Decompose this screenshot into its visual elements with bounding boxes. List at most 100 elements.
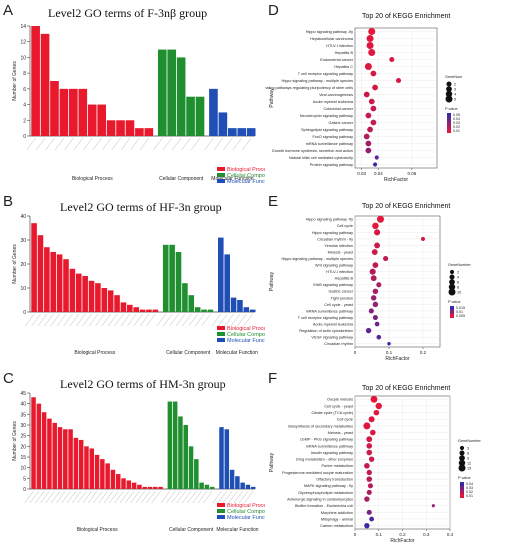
x-tick-label: 0.2 (420, 350, 427, 355)
y-tick-label: 20 (20, 444, 26, 450)
data-point (369, 516, 375, 522)
pathway-label: Protein signaling pathway (310, 163, 353, 167)
color-legend-swatch (450, 306, 454, 310)
x-tick-label: 0 (354, 532, 357, 537)
data-point (363, 422, 371, 430)
size-legend-label: 2 (454, 83, 456, 87)
y-tick-label: 2 (23, 118, 26, 124)
pathway-label: Mitophagy - animal (321, 517, 353, 521)
bar (57, 427, 63, 489)
x-category-tick (64, 137, 74, 151)
chart-a-title: Level2 GO terms of F-3nβ group (48, 6, 208, 20)
x-category-tick (172, 137, 182, 151)
color-legend-label: 0.04 (466, 482, 473, 486)
pathway-label: Morphine addiction (321, 511, 353, 515)
size-legend-label: 4 (457, 276, 459, 280)
pathway-label: mRNA surveillance pathway (306, 444, 353, 448)
size-legend-label: 12 (467, 462, 471, 466)
bar (227, 128, 237, 136)
legend-swatch (217, 515, 225, 519)
size-legend-dot (448, 288, 456, 296)
bar (237, 300, 243, 312)
size-legend-label: 6 (467, 452, 469, 456)
data-point (368, 308, 374, 314)
bar (120, 302, 127, 312)
pathway-label: Circadian rhythm - fly (317, 237, 353, 241)
size-legend-title: GeneNum (445, 75, 462, 79)
y-tick-label: 0 (23, 134, 26, 140)
data-point (365, 147, 372, 154)
pathway-label: Progesterone-mediated oocyte maturation (282, 471, 353, 475)
bar (107, 290, 114, 312)
data-point (387, 342, 391, 346)
pathway-label: Cell cycle - yeast (324, 404, 354, 408)
data-point (363, 133, 370, 140)
color-legend-swatch (460, 490, 464, 494)
pathway-label: Glycerophospholipid metabolism (298, 491, 353, 495)
x-category-tick (77, 490, 87, 504)
bar (73, 437, 79, 489)
x-category-tick (66, 490, 77, 504)
bar (126, 480, 132, 489)
pathway-label: VEGF signaling pathway (311, 336, 353, 340)
bar (110, 469, 116, 489)
legend-label: Biological Process (227, 167, 265, 173)
bar (56, 254, 63, 312)
x-tick-label: 0.04 (374, 171, 383, 176)
x-tick-label: 0.3 (423, 532, 430, 537)
data-point (368, 28, 376, 35)
data-point (372, 314, 378, 321)
x-category-tick (83, 137, 93, 151)
x-group-label: Molecular Function (216, 527, 258, 533)
data-point (375, 402, 382, 410)
chart-f: 0 0.1 0.2 0.3 0.4 RichFactor Pathway Oocyte mei… (269, 395, 482, 544)
x-category-tick (54, 137, 65, 151)
x-category-tick (88, 313, 99, 327)
x-category-tick (56, 490, 66, 504)
pathway-label: Meiosis - yeast (328, 250, 354, 254)
pathway-label: T cell receptor signaling pathway (298, 316, 353, 320)
size-legend-dot (449, 269, 455, 275)
legend-swatch (217, 503, 225, 507)
bar (175, 252, 182, 312)
x-category-tick (243, 313, 253, 327)
data-point (395, 77, 402, 84)
x-category-tick (98, 490, 108, 504)
pathway-label: Meiosis - yeast (328, 431, 354, 435)
data-point (366, 469, 372, 476)
bar (146, 309, 152, 312)
x-category-tick (31, 313, 41, 327)
color-legend-label: 0.015 (456, 306, 465, 310)
bar (101, 288, 108, 312)
chart-d-title: Top 20 of KEGG Enrichment (362, 13, 451, 20)
bar (249, 309, 256, 312)
legend-swatch (217, 326, 225, 330)
bar (182, 283, 188, 312)
x-category-tick (160, 490, 171, 504)
bar (114, 295, 120, 312)
x-category-tick (114, 490, 124, 504)
pathway-label: MAPK signaling pathway - fly (304, 484, 353, 488)
pathway-label: Acute myeloid leukemia (313, 322, 354, 326)
x-group-label: Cellular Component (169, 527, 214, 533)
data-point (372, 288, 379, 295)
bar (68, 429, 73, 489)
pathway-label: FoxO signaling pathway (312, 135, 353, 139)
data-point (366, 42, 374, 49)
pathway-label: Endometrial cancer (320, 58, 353, 62)
legend-swatch (217, 167, 225, 171)
x-category-tick (237, 313, 247, 327)
data-point (367, 126, 373, 133)
data-point (371, 249, 378, 255)
data-point (364, 63, 372, 70)
color-legend-label: 0.02 (466, 490, 473, 494)
x-category-tick (56, 313, 67, 327)
panel-label-c: C (3, 370, 14, 387)
data-point (369, 268, 376, 275)
x-category-tick (25, 313, 35, 327)
bar (131, 482, 137, 489)
data-point (368, 416, 375, 423)
data-point (367, 483, 373, 489)
x-category-tick (135, 490, 145, 504)
y-tick-label: 10 (20, 55, 26, 61)
